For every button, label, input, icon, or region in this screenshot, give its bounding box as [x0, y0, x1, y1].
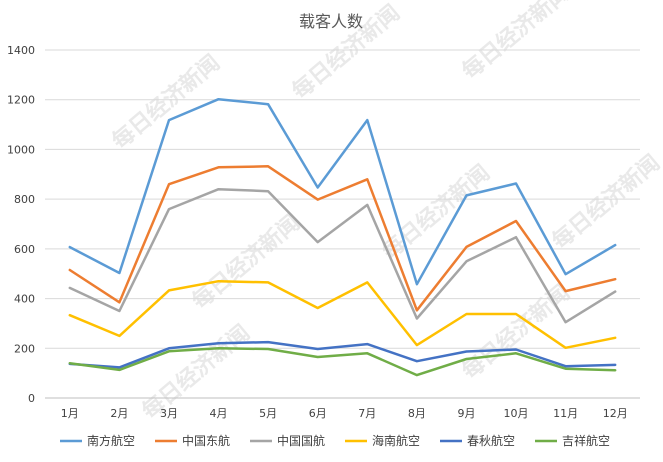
watermark-text: 每日经济新闻 [137, 320, 255, 425]
series-line [68, 340, 617, 369]
x-tick-label: 5月 [259, 407, 277, 420]
y-tick-label: 1400 [7, 44, 35, 57]
series-line [68, 165, 617, 312]
gridlines [45, 49, 640, 399]
legend-label: 吉祥航空 [562, 433, 610, 448]
y-axis-ticks: 0 200 400 600 800 1000 1200 1400 [7, 44, 35, 405]
legend: 南方航空 中国东航 中国国航 海南航空 春秋航空 吉祥航空 [60, 433, 610, 448]
x-tick-label: 3月 [160, 407, 178, 420]
x-tick-label: 2月 [110, 407, 128, 420]
y-tick-label: 800 [14, 193, 35, 206]
x-tick-label: 9月 [457, 407, 475, 420]
watermark-text: 每日经济新闻 [457, 0, 575, 85]
x-axis-ticks: 1月 2月 3月 4月 5月 6月 7月 8月 9月 10月 11月 12月 [61, 407, 628, 420]
y-tick-label: 200 [14, 342, 35, 355]
x-tick-label: 8月 [408, 407, 426, 420]
legend-label: 南方航空 [87, 433, 135, 448]
x-tick-label: 6月 [309, 407, 327, 420]
x-tick-label: 11月 [553, 407, 578, 420]
series-lines [68, 97, 617, 377]
x-tick-label: 12月 [603, 407, 628, 420]
y-tick-label: 1000 [7, 143, 35, 156]
series-line [68, 279, 617, 350]
series-line [68, 97, 617, 286]
watermark-text: 每日经济新闻 [457, 280, 575, 385]
series-line [68, 187, 617, 324]
watermark-text: 每日经济新闻 [547, 150, 663, 255]
chart-title: 载客人数 [299, 12, 363, 31]
legend-label: 春秋航空 [467, 433, 515, 448]
watermark-text: 每日经济新闻 [107, 50, 225, 155]
x-tick-label: 7月 [358, 407, 376, 420]
y-tick-label: 400 [14, 293, 35, 306]
x-tick-label: 4月 [210, 407, 228, 420]
y-tick-label: 1200 [7, 94, 35, 107]
y-tick-label: 0 [28, 392, 35, 405]
y-tick-label: 600 [14, 243, 35, 256]
x-tick-label: 1月 [61, 407, 79, 420]
legend-label: 海南航空 [372, 433, 420, 448]
legend-label: 中国东航 [182, 433, 230, 448]
legend-label: 中国国航 [277, 433, 325, 448]
series-line [68, 347, 617, 377]
x-tick-label: 10月 [504, 407, 529, 420]
